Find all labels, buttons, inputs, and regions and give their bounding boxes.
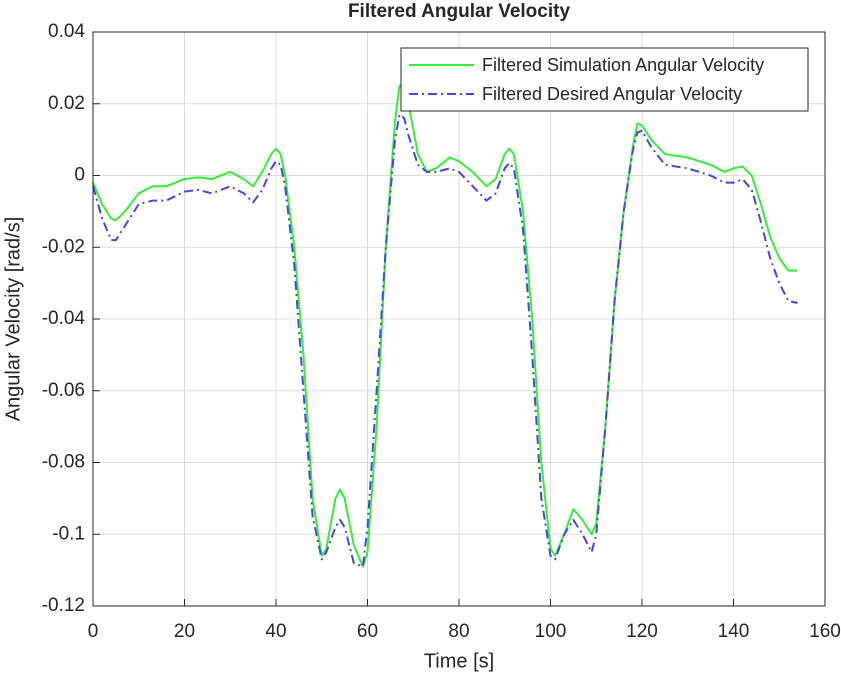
x-tick-label: 20	[174, 621, 195, 642]
y-tick-label: 0.04	[48, 21, 85, 42]
y-tick-label: -0.08	[42, 452, 85, 473]
y-tick-label: 0	[74, 165, 85, 186]
x-axis-label: Time [s]	[424, 650, 494, 672]
y-tick-label: -0.06	[42, 380, 85, 401]
x-tick-label: 160	[809, 621, 841, 642]
axes-box	[92, 31, 826, 607]
x-tick-label: 100	[535, 621, 567, 642]
x-tick-label: 40	[265, 621, 286, 642]
x-tick-label: 80	[448, 621, 469, 642]
chart-title: Filtered Angular Velocity	[348, 1, 571, 22]
y-tick-label: -0.02	[42, 236, 85, 257]
legend-label: Filtered Simulation Angular Velocity	[482, 55, 764, 75]
legend-box	[400, 47, 809, 112]
series-line	[92, 84, 798, 568]
y-axis-label: Angular Velocity [rad/s]	[2, 217, 24, 422]
x-tick-label: 0	[88, 621, 99, 642]
x-tick-label: 60	[357, 621, 378, 642]
y-tick-label: -0.04	[42, 308, 86, 329]
x-tick-label: 120	[626, 621, 658, 642]
y-tick-label: -0.12	[42, 595, 85, 616]
x-tick-label: 140	[718, 621, 750, 642]
y-tick-label: 0.02	[48, 93, 85, 114]
legend-label: Filtered Desired Angular Velocity	[482, 84, 742, 104]
y-tick-label: -0.1	[52, 523, 85, 544]
